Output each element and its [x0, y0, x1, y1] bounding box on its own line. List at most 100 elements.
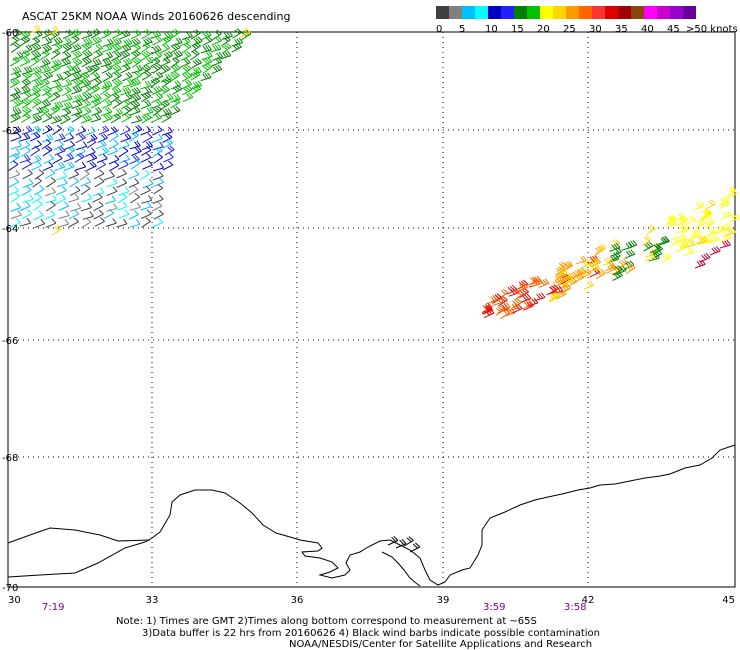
wind-barb [181, 71, 193, 82]
wind-barb [571, 269, 582, 280]
wind-barb [22, 178, 34, 188]
wind-barb [117, 193, 128, 204]
wind-barb [21, 146, 31, 158]
wind-barb [109, 161, 120, 172]
wind-barb [31, 114, 42, 124]
wind-barb [10, 113, 21, 123]
wind-barb [111, 43, 122, 54]
wind-barb [97, 133, 108, 143]
lat-label-70: -70 [2, 583, 18, 594]
wind-barb [19, 30, 31, 41]
wind-barb [68, 217, 79, 228]
wind-barb [19, 154, 31, 164]
wind-barb [594, 245, 605, 256]
wind-barb [118, 186, 130, 196]
wind-barb [140, 80, 152, 90]
wind-barb [44, 168, 56, 179]
wind-barb [128, 169, 140, 180]
wind-barb [29, 131, 41, 142]
wind-barb [21, 185, 32, 196]
wind-barb [128, 178, 140, 188]
wind-barb [162, 30, 174, 41]
wind-barb [106, 186, 118, 197]
wind-barb [612, 271, 623, 281]
wind-barb [608, 254, 620, 264]
wind-barb [724, 227, 736, 237]
wind-barb [119, 50, 131, 61]
wind-barb [52, 73, 64, 83]
wind-barb [142, 56, 154, 67]
wind-barb [152, 92, 164, 103]
legend-swatch-25-30-1 [579, 6, 592, 19]
wind-barb [34, 218, 46, 229]
wind-barb [676, 234, 687, 244]
wind-barb [648, 253, 660, 262]
wind-barb [641, 235, 652, 247]
wind-barb [129, 140, 141, 150]
wind-barb [709, 246, 721, 256]
wind-barb [41, 29, 53, 39]
note-line-2: 3)Data buffer is 22 hrs from 20160626 4)… [142, 628, 600, 639]
lat-label-62: -62 [2, 126, 18, 137]
wind-barb [19, 133, 31, 142]
wind-barb [110, 86, 122, 97]
wind-barb [669, 236, 680, 248]
wind-barb [720, 233, 732, 242]
wind-barb [9, 152, 20, 164]
wind-barb [684, 239, 696, 249]
wind-barb [552, 285, 564, 295]
wind-barb [130, 192, 140, 204]
wind-barb [68, 209, 80, 220]
wind-barb [182, 64, 192, 76]
wind-barb [409, 542, 421, 553]
wind-barb [151, 99, 163, 109]
wind-barb [150, 77, 160, 88]
wind-barb [79, 169, 90, 181]
wind-barb [131, 70, 142, 81]
legend-tick-25: 25 [563, 24, 576, 35]
legend-swatch-30-35-0 [592, 6, 605, 19]
wind-barb [517, 282, 528, 292]
wind-barb [21, 106, 32, 118]
wind-barb [19, 85, 31, 95]
wind-barb [150, 57, 161, 68]
legend-swatch-25-30-0 [566, 6, 579, 19]
wind-barb [44, 210, 56, 220]
graticule-gridlines [8, 32, 735, 587]
wind-barb [100, 84, 110, 96]
wind-barb [693, 201, 705, 211]
wind-barb [116, 168, 127, 179]
wind-barb [63, 161, 75, 171]
wind-barb [512, 298, 522, 309]
wind-barb [719, 239, 732, 249]
wind-barb [161, 112, 172, 123]
wind-barb [101, 107, 113, 116]
wind-barb [553, 278, 565, 288]
wind-barb [683, 247, 695, 257]
wind-barb [161, 35, 172, 46]
wind-barb [60, 57, 72, 68]
wind-barb [130, 29, 142, 40]
wind-barb [659, 236, 670, 246]
wind-barb [31, 98, 42, 109]
wind-barb [546, 286, 558, 296]
wind-barb [92, 192, 103, 203]
wind-barb [152, 125, 163, 136]
wind-barb [151, 201, 163, 212]
wind-barb [30, 91, 41, 102]
wind-barb [32, 78, 44, 88]
wind-barb [45, 218, 57, 228]
wind-barb [89, 72, 101, 83]
legend-swatch-30-35-1 [605, 6, 618, 19]
wind-barb [140, 201, 152, 211]
wind-barb [121, 98, 132, 110]
wind-barb [91, 106, 103, 117]
wind-barb [141, 195, 153, 204]
wind-barb [122, 78, 134, 88]
wind-barb [200, 72, 212, 82]
wind-barb [50, 91, 61, 103]
wind-barb [162, 160, 174, 171]
wind-barb [699, 209, 710, 220]
wind-barb [160, 57, 171, 67]
wind-barb [90, 58, 102, 68]
